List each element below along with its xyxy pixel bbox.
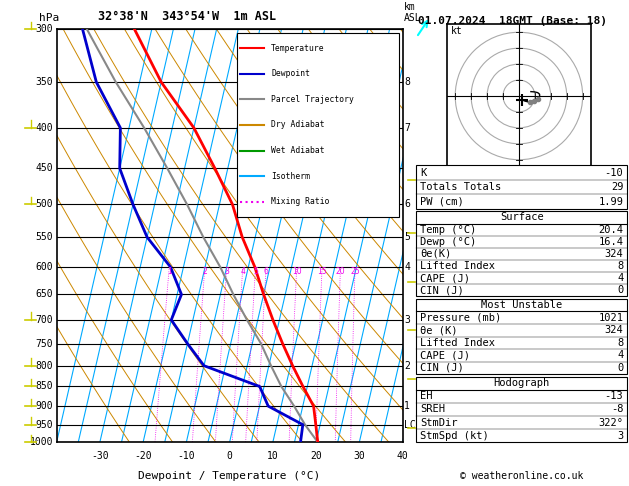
Text: 3: 3 <box>617 431 623 441</box>
Text: 950: 950 <box>35 419 53 430</box>
Text: θe (K): θe (K) <box>420 325 458 335</box>
Text: CIN (J): CIN (J) <box>420 363 464 373</box>
Text: -10: -10 <box>604 168 623 177</box>
Text: km
ASL: km ASL <box>404 2 422 23</box>
Text: 32°38'N  343°54'W  1m ASL: 32°38'N 343°54'W 1m ASL <box>98 10 276 23</box>
Text: 15: 15 <box>317 267 327 276</box>
Text: 450: 450 <box>35 163 53 174</box>
Text: 600: 600 <box>35 262 53 272</box>
Text: 900: 900 <box>35 401 53 411</box>
Text: 8: 8 <box>617 338 623 348</box>
Text: 10: 10 <box>292 267 301 276</box>
Text: -8: -8 <box>611 404 623 415</box>
Text: 4: 4 <box>617 350 623 361</box>
Text: 750: 750 <box>35 339 53 348</box>
Text: Surface: Surface <box>500 212 543 223</box>
Text: Mixing Ratio: Mixing Ratio <box>271 197 330 207</box>
Text: 7: 7 <box>404 123 410 133</box>
Text: kt: kt <box>450 26 462 36</box>
Text: Wet Adiabat: Wet Adiabat <box>271 146 325 155</box>
Text: 20: 20 <box>336 267 345 276</box>
Text: -30: -30 <box>91 451 109 461</box>
Text: 550: 550 <box>35 232 53 242</box>
Bar <box>237 33 399 217</box>
Text: SREH: SREH <box>420 404 445 415</box>
Text: 0: 0 <box>617 285 623 295</box>
Text: 324: 324 <box>604 249 623 259</box>
Text: -10: -10 <box>177 451 195 461</box>
Text: 800: 800 <box>35 361 53 371</box>
Text: 1: 1 <box>404 401 410 411</box>
Text: StmDir: StmDir <box>420 417 458 428</box>
Text: Pressure (mb): Pressure (mb) <box>420 312 501 323</box>
Text: 8: 8 <box>404 77 410 87</box>
Text: LCL: LCL <box>404 419 422 430</box>
Text: CAPE (J): CAPE (J) <box>420 273 470 283</box>
Text: Temp (°C): Temp (°C) <box>420 225 476 235</box>
Text: K: K <box>420 168 426 177</box>
Text: CIN (J): CIN (J) <box>420 285 464 295</box>
Text: Dewpoint: Dewpoint <box>271 69 310 78</box>
Text: 30: 30 <box>353 451 365 461</box>
Text: 4: 4 <box>240 267 245 276</box>
Text: Mixing Ratio (g/kg): Mixing Ratio (g/kg) <box>432 262 442 374</box>
Text: 6: 6 <box>404 199 410 209</box>
Text: 0: 0 <box>617 363 623 373</box>
Text: 10: 10 <box>267 451 279 461</box>
Text: 4: 4 <box>404 262 410 272</box>
Text: 300: 300 <box>35 24 53 34</box>
Text: 4: 4 <box>617 273 623 283</box>
Text: 400: 400 <box>35 123 53 133</box>
Text: Lifted Index: Lifted Index <box>420 261 495 271</box>
Text: 29: 29 <box>611 182 623 192</box>
Text: hPa: hPa <box>39 13 60 23</box>
Text: 1: 1 <box>167 267 172 276</box>
Text: -20: -20 <box>134 451 152 461</box>
Text: 5: 5 <box>404 232 410 242</box>
Text: Totals Totals: Totals Totals <box>420 182 501 192</box>
Text: 6: 6 <box>264 267 269 276</box>
Text: 850: 850 <box>35 382 53 392</box>
Text: 1021: 1021 <box>598 312 623 323</box>
Text: θe(K): θe(K) <box>420 249 452 259</box>
Text: 16.4: 16.4 <box>598 237 623 247</box>
Text: 2: 2 <box>203 267 207 276</box>
Text: Isotherm: Isotherm <box>271 172 310 181</box>
Text: 01.07.2024  18GMT (Base: 18): 01.07.2024 18GMT (Base: 18) <box>418 16 607 26</box>
Text: PW (cm): PW (cm) <box>420 197 464 207</box>
Text: -13: -13 <box>604 391 623 401</box>
Text: Dewpoint / Temperature (°C): Dewpoint / Temperature (°C) <box>138 471 321 481</box>
Text: 3: 3 <box>404 315 410 325</box>
Text: 2: 2 <box>404 361 410 371</box>
Text: © weatheronline.co.uk: © weatheronline.co.uk <box>460 471 584 481</box>
Text: 700: 700 <box>35 315 53 325</box>
Text: Parcel Trajectory: Parcel Trajectory <box>271 95 354 104</box>
Text: 5: 5 <box>253 267 258 276</box>
Text: Lifted Index: Lifted Index <box>420 338 495 348</box>
Text: Dewp (°C): Dewp (°C) <box>420 237 476 247</box>
Text: 8: 8 <box>617 261 623 271</box>
Text: 500: 500 <box>35 199 53 209</box>
Text: Temperature: Temperature <box>271 44 325 52</box>
Text: CAPE (J): CAPE (J) <box>420 350 470 361</box>
Text: StmSpd (kt): StmSpd (kt) <box>420 431 489 441</box>
Text: 40: 40 <box>397 451 408 461</box>
Text: 324: 324 <box>604 325 623 335</box>
Text: 25: 25 <box>350 267 360 276</box>
Text: Dry Adiabat: Dry Adiabat <box>271 121 325 129</box>
Text: 650: 650 <box>35 290 53 299</box>
Text: Most Unstable: Most Unstable <box>481 300 562 310</box>
Text: 1000: 1000 <box>30 437 53 447</box>
Text: EH: EH <box>420 391 433 401</box>
Text: 3: 3 <box>225 267 229 276</box>
Text: 1.99: 1.99 <box>598 197 623 207</box>
Text: 0: 0 <box>226 451 233 461</box>
Text: 350: 350 <box>35 77 53 87</box>
Text: 322°: 322° <box>598 417 623 428</box>
Text: Hodograph: Hodograph <box>494 378 550 388</box>
Text: 20.4: 20.4 <box>598 225 623 235</box>
Text: 20: 20 <box>310 451 322 461</box>
